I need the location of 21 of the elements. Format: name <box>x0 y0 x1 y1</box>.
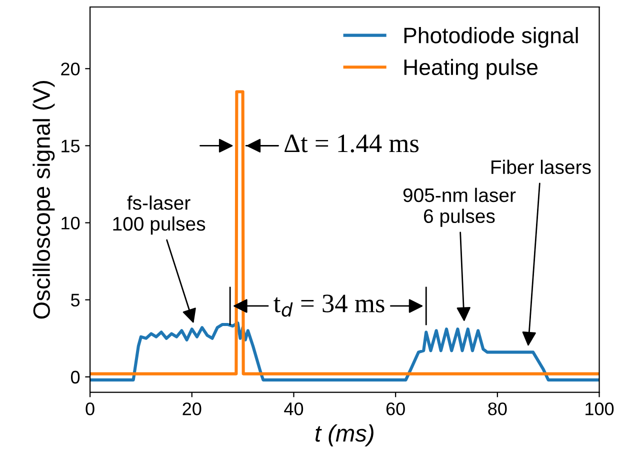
y-tick-label: 15 <box>62 140 80 152</box>
y-tick-label: 5 <box>71 294 80 307</box>
annotation: t$_{d}$ = 34 ms <box>274 294 384 317</box>
legend-label: Photodiode signal <box>404 27 578 48</box>
x-axis-title: t (ms) <box>316 424 374 446</box>
y-tick-label: 10 <box>62 216 80 230</box>
x-tick-label: 0 <box>86 402 94 416</box>
line-series <box>90 321 600 382</box>
x-tick-label: 80 <box>488 402 507 416</box>
x-tick-label: 60 <box>386 402 405 416</box>
y-tick-label: 0 <box>70 370 80 384</box>
annotation: 905-nm laser 6 pulses <box>403 188 516 227</box>
annotation: fs-laser 100 pulses <box>113 196 206 235</box>
annotation: Fiber lasers <box>492 160 591 174</box>
x-tick-label: 100 <box>586 402 614 416</box>
y-axis-title: Oscilloscope signal (V) <box>32 81 55 319</box>
x-tick-label: 20 <box>182 402 202 416</box>
annotation: Δt = 1.44 ms <box>284 134 419 152</box>
y-tick-label: 20 <box>61 62 80 76</box>
legend-label: Heating pulse <box>404 58 538 80</box>
x-tick-label: 40 <box>284 402 304 416</box>
